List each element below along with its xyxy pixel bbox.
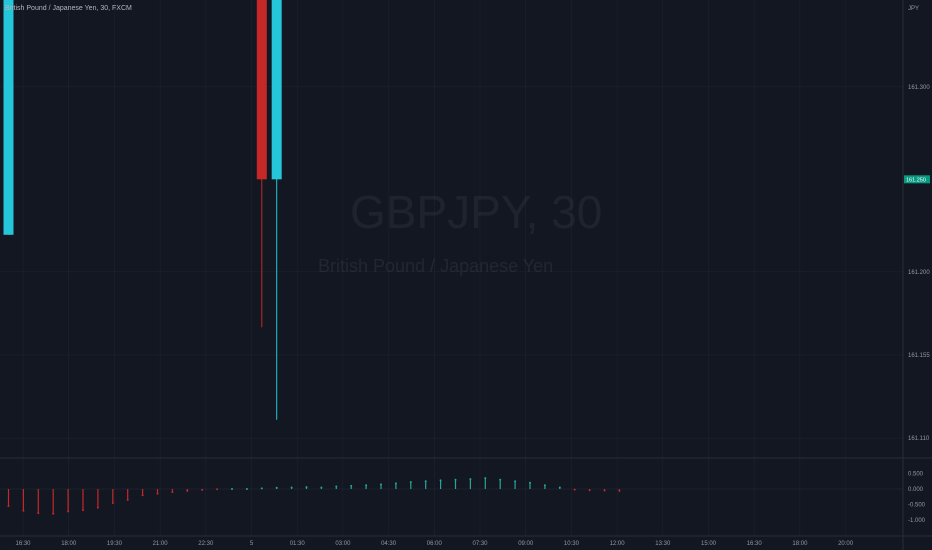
- time-tick-label: 20:00: [838, 541, 854, 547]
- oscillator-point: [335, 485, 338, 488]
- time-tick-label: 09:00: [518, 541, 534, 547]
- oscillator-point: [171, 491, 174, 494]
- chart-title: British Pound / Japanese Yen, 30, FXCM: [5, 5, 132, 12]
- oscillator-point: [409, 481, 412, 484]
- oscillator-point: [350, 484, 353, 487]
- oscillator-pane[interactable]: [0, 477, 903, 515]
- candlestick-series[interactable]: [3, 0, 625, 420]
- oscillator-point: [618, 489, 621, 492]
- oscillator-point: [603, 489, 606, 492]
- oscillator-point: [7, 505, 10, 508]
- time-axis[interactable]: 16:30 18:00 19:30 21:00 22:30 5 01:30 03:00 04:3…: [15, 541, 853, 547]
- candle-body[interactable]: [3, 0, 14, 235]
- time-tick-label: 18:00: [61, 541, 77, 547]
- oscillator-point: [260, 487, 263, 490]
- watermark-symbol: GBPJPY, 30: [350, 186, 602, 238]
- indicator-tick-label: 0.500: [908, 472, 924, 478]
- price-axis-unit: JPY: [908, 6, 919, 12]
- oscillator-point: [245, 488, 248, 490]
- price-tag-label: 161.250: [906, 177, 926, 183]
- oscillator-point: [67, 510, 70, 513]
- oscillator-point: [126, 498, 129, 501]
- oscillator-point: [529, 481, 531, 484]
- time-tick-label: 19:30: [107, 541, 123, 547]
- time-tick-label: 15:00: [701, 541, 717, 547]
- time-tick-label: 5: [250, 541, 254, 547]
- time-tick-label: 07:30: [472, 541, 488, 547]
- price-tick-label: 161.300: [908, 85, 930, 91]
- oscillator-point: [22, 509, 25, 512]
- oscillator-point: [543, 484, 546, 487]
- time-tick-label: 22:30: [198, 541, 214, 547]
- indicator-tick-label: -0.500: [908, 503, 926, 509]
- oscillator-point: [454, 478, 457, 481]
- oscillator-point: [573, 488, 576, 491]
- time-tick-label: 16:30: [15, 541, 31, 547]
- time-tick-label: 03:00: [335, 541, 351, 547]
- oscillator-point: [290, 486, 293, 489]
- price-tick-label: 161.200: [908, 270, 930, 276]
- oscillator-point: [558, 486, 561, 489]
- candle-body[interactable]: [256, 0, 267, 180]
- time-tick-label: 13:30: [655, 541, 671, 547]
- oscillator-point: [499, 478, 502, 481]
- time-tick-label: 16:30: [747, 541, 763, 547]
- indicator-tick-label: -1.000: [908, 518, 926, 524]
- time-tick-label: 01:30: [290, 541, 306, 547]
- price-tag: [904, 175, 930, 184]
- oscillator-point: [111, 501, 114, 504]
- oscillator-point: [216, 488, 219, 491]
- indicator-tick-label: 0.000: [908, 487, 924, 493]
- watermark-description: British Pound / Japanese Yen: [318, 256, 553, 276]
- oscillator-point: [380, 483, 382, 486]
- time-tick-label: 12:00: [610, 541, 626, 547]
- oscillator-point: [141, 494, 144, 497]
- indicator-axis[interactable]: 0.500 0.000 -0.500 -1.000: [908, 472, 926, 525]
- oscillator-point: [514, 480, 517, 483]
- oscillator-point: [52, 512, 55, 515]
- oscillator-point: [305, 486, 308, 489]
- oscillator-point: [156, 492, 159, 495]
- price-tick-label: 161.155: [908, 353, 930, 359]
- oscillator-point: [201, 488, 204, 491]
- time-tick-label: 21:00: [153, 541, 169, 547]
- oscillator-point: [484, 477, 487, 480]
- oscillator-point: [82, 509, 84, 512]
- oscillator-point: [320, 486, 323, 489]
- price-tick-label: 161.110: [908, 436, 930, 442]
- oscillator-point: [96, 506, 99, 509]
- oscillator-point: [231, 488, 233, 490]
- candle-body[interactable]: [271, 0, 282, 180]
- grid-lines: [0, 0, 903, 536]
- oscillator-point: [394, 482, 397, 485]
- oscillator-point: [439, 479, 442, 482]
- oscillator-point: [469, 478, 472, 481]
- oscillator-point: [424, 480, 427, 483]
- oscillator-point: [275, 486, 278, 489]
- time-tick-label: 06:00: [427, 541, 443, 547]
- oscillator-point: [365, 484, 368, 487]
- price-axis[interactable]: 162.300162.200162.150162.100162.050162.0…: [880, 0, 930, 442]
- oscillator-point: [37, 512, 40, 515]
- time-tick-label: 04:30: [381, 541, 397, 547]
- time-tick-label: 18:00: [792, 541, 808, 547]
- oscillator-point: [588, 489, 591, 492]
- oscillator-point: [186, 489, 189, 492]
- time-tick-label: 10:30: [564, 541, 580, 547]
